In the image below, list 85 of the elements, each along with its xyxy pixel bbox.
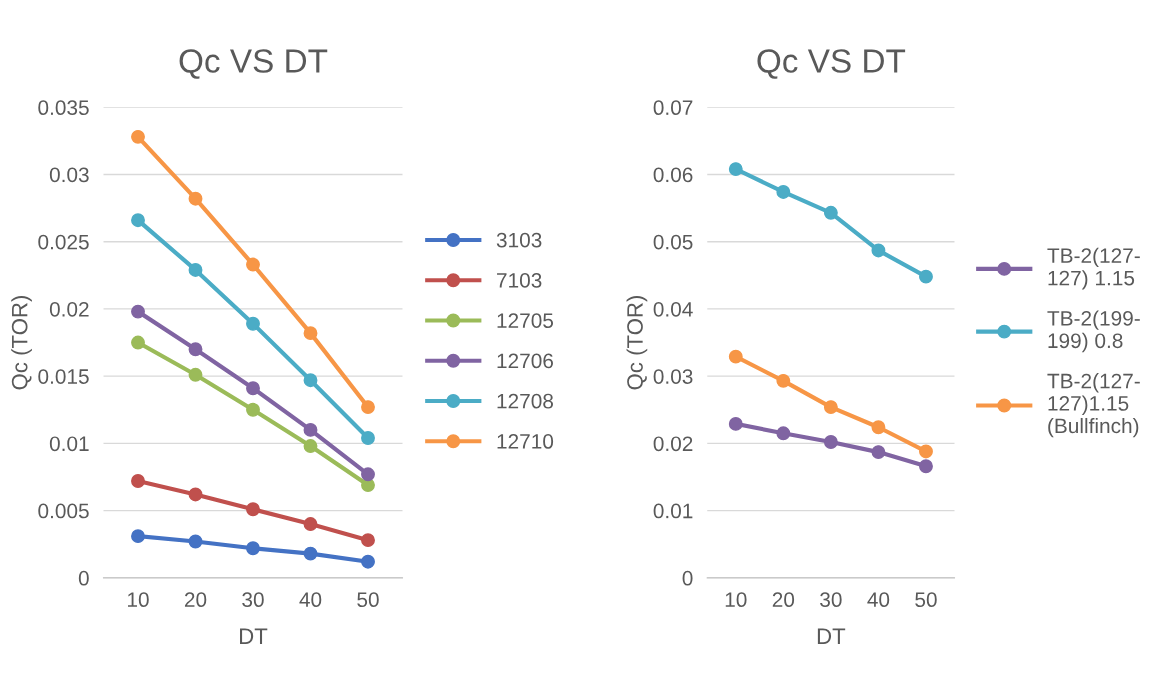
point [246, 541, 260, 556]
point [919, 444, 933, 459]
point [776, 426, 791, 441]
point [246, 257, 260, 272]
point [188, 487, 203, 502]
legend-label: 12705 [497, 313, 554, 329]
y-tick-label: 0.025 [38, 234, 89, 250]
point [131, 335, 145, 350]
x-tick-label: 20 [772, 592, 795, 608]
x-axis-title: DT [817, 628, 846, 644]
y-axis-title: Qc (TOR) [626, 295, 648, 390]
point [871, 420, 886, 435]
legend-label: TB-2(127- 127) 1.15 [1047, 247, 1140, 290]
x-tick-label: 10 [128, 592, 149, 608]
point [823, 400, 838, 415]
point [246, 502, 260, 517]
point [823, 205, 838, 220]
y-tick-label: 0.01 [653, 503, 693, 519]
chart-title: Qc VS DT [757, 49, 906, 79]
point [361, 467, 375, 482]
x-tick-label: 10 [725, 592, 747, 608]
x-tick-label: 40 [299, 592, 322, 608]
x-tick-label: 30 [242, 592, 264, 608]
point [188, 534, 203, 549]
y-tick-label: 0.02 [653, 436, 693, 452]
legend-label: TB-2(199- 199) 0.8 [1047, 310, 1140, 353]
point [131, 474, 145, 488]
y-tick-label: 0 [78, 570, 89, 586]
point [776, 373, 791, 388]
point [361, 554, 375, 569]
x-tick-label: 50 [915, 592, 937, 608]
x-tick-label: 50 [357, 592, 379, 608]
point [361, 431, 375, 445]
point [919, 269, 933, 284]
y-tick-label: 0.03 [653, 369, 693, 384]
point [188, 342, 203, 357]
y-tick-label: 0.03 [49, 167, 89, 183]
y-tick-label: 0.015 [38, 369, 89, 384]
point [871, 445, 886, 460]
legend-label: 12706 [497, 353, 553, 369]
y-tick-label: 0.005 [38, 503, 89, 519]
point [728, 349, 743, 364]
point [303, 373, 318, 388]
y-tick-label: 0.01 [49, 436, 89, 452]
y-axis-title: Qc (TOR) [11, 295, 32, 390]
x-tick-label: 40 [867, 592, 890, 608]
point [131, 213, 145, 228]
x-tick-label: 20 [184, 592, 207, 608]
point [131, 529, 145, 544]
point [823, 435, 838, 449]
point [246, 381, 260, 396]
y-tick-label: 0.05 [653, 234, 693, 250]
legend-label: 7103 [497, 273, 542, 288]
y-tick-label: 0.035 [38, 100, 89, 116]
point [188, 367, 203, 382]
y-tick-label: 0.02 [49, 301, 89, 317]
point [246, 316, 260, 331]
point [361, 400, 375, 415]
point [131, 129, 145, 144]
point [188, 262, 203, 277]
point [303, 326, 318, 341]
point [188, 191, 203, 206]
point [361, 533, 375, 548]
point [303, 517, 318, 531]
point [728, 416, 743, 431]
y-tick-label: 0.06 [653, 167, 693, 183]
point [131, 304, 145, 319]
x-axis-title: DT [240, 628, 268, 644]
point [303, 546, 318, 561]
x-tick-label: 30 [820, 592, 842, 608]
y-tick-label: 0.07 [653, 100, 693, 116]
chart-title: Qc VS DT [179, 49, 328, 79]
point [919, 459, 933, 474]
legend-label: 12710 [497, 434, 554, 449]
point [246, 402, 260, 417]
point [871, 243, 886, 258]
y-tick-label: 0 [682, 570, 693, 586]
legend-label: 12708 [497, 393, 554, 409]
legend-label: TB-2(127- 127)1.15 (Bullfinch) [1047, 373, 1140, 438]
legend-label: 3103 [496, 232, 542, 248]
point [728, 162, 743, 177]
y-tick-label: 0.04 [653, 301, 693, 317]
point [776, 185, 791, 199]
point [303, 439, 318, 454]
point [303, 422, 318, 437]
